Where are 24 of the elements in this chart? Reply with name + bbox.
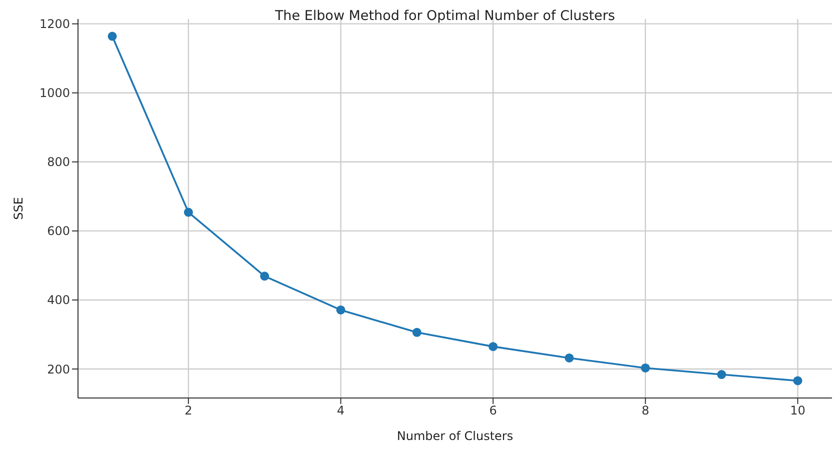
- point: [108, 32, 117, 41]
- point: [336, 305, 346, 314]
- x-tick-label: 8: [642, 404, 650, 418]
- y-tick-label: 400: [47, 293, 70, 308]
- chart-title: The Elbow Method for Optimal Number of Clusters: [274, 8, 616, 24]
- y-tick-label: 1200: [39, 17, 70, 32]
- x-tick-label: 4: [336, 404, 345, 418]
- point: [260, 272, 270, 281]
- point: [412, 328, 422, 337]
- point: [717, 370, 726, 380]
- point: [184, 208, 193, 217]
- y-tick-label: 800: [47, 155, 70, 170]
- point: [640, 363, 650, 372]
- y-tick-label: 200: [47, 362, 70, 376]
- y-tick-label: 600: [47, 224, 70, 238]
- x-tick-label: 6: [489, 404, 497, 418]
- x-tick-label: 2: [184, 404, 192, 418]
- point: [793, 376, 802, 386]
- x-tick-label: 10: [790, 404, 806, 418]
- y-axis-title: SSE: [11, 197, 26, 220]
- y-tick-label: 1000: [39, 86, 70, 100]
- x-axis-title: Number of Clusters: [396, 429, 514, 443]
- point: [564, 353, 574, 362]
- point: [488, 342, 498, 352]
